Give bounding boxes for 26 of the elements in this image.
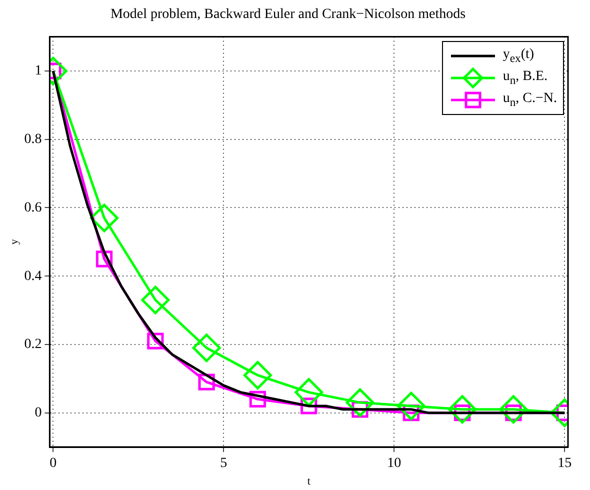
y-tick-label: 0.2 bbox=[24, 337, 42, 352]
point bbox=[249, 390, 266, 408]
point bbox=[448, 395, 477, 424]
point bbox=[90, 204, 119, 232]
y-tick-label: 0.4 bbox=[24, 268, 42, 284]
y-tick-label: 1 bbox=[34, 64, 42, 79]
point bbox=[499, 395, 528, 424]
point bbox=[294, 378, 324, 407]
point bbox=[192, 334, 221, 362]
x-tick-label: 0 bbox=[50, 456, 57, 472]
legend-label: y$_{ex}$(t) bbox=[502, 46, 534, 65]
point bbox=[243, 360, 272, 390]
x-tick-label: 10 bbox=[387, 456, 402, 472]
point bbox=[141, 286, 170, 314]
chart-title: Model problem, Backward Euler and Crank−Nicolson methods bbox=[110, 7, 466, 22]
legend-label: u$_{n}$, C.−N. bbox=[502, 90, 557, 109]
point bbox=[346, 388, 374, 417]
x-tick-label: 5 bbox=[220, 456, 228, 472]
x-tick-label: 15 bbox=[558, 456, 572, 472]
y-tick-label: 0 bbox=[34, 405, 42, 420]
y-axis-title: y bbox=[8, 238, 20, 245]
x-axis-title: t bbox=[307, 475, 310, 488]
point bbox=[396, 392, 426, 420]
legend-label: u$_{n}$, B.E. bbox=[502, 68, 548, 87]
y-tick-label: 0.8 bbox=[24, 132, 42, 148]
y-tick-label: 0.6 bbox=[24, 200, 42, 216]
